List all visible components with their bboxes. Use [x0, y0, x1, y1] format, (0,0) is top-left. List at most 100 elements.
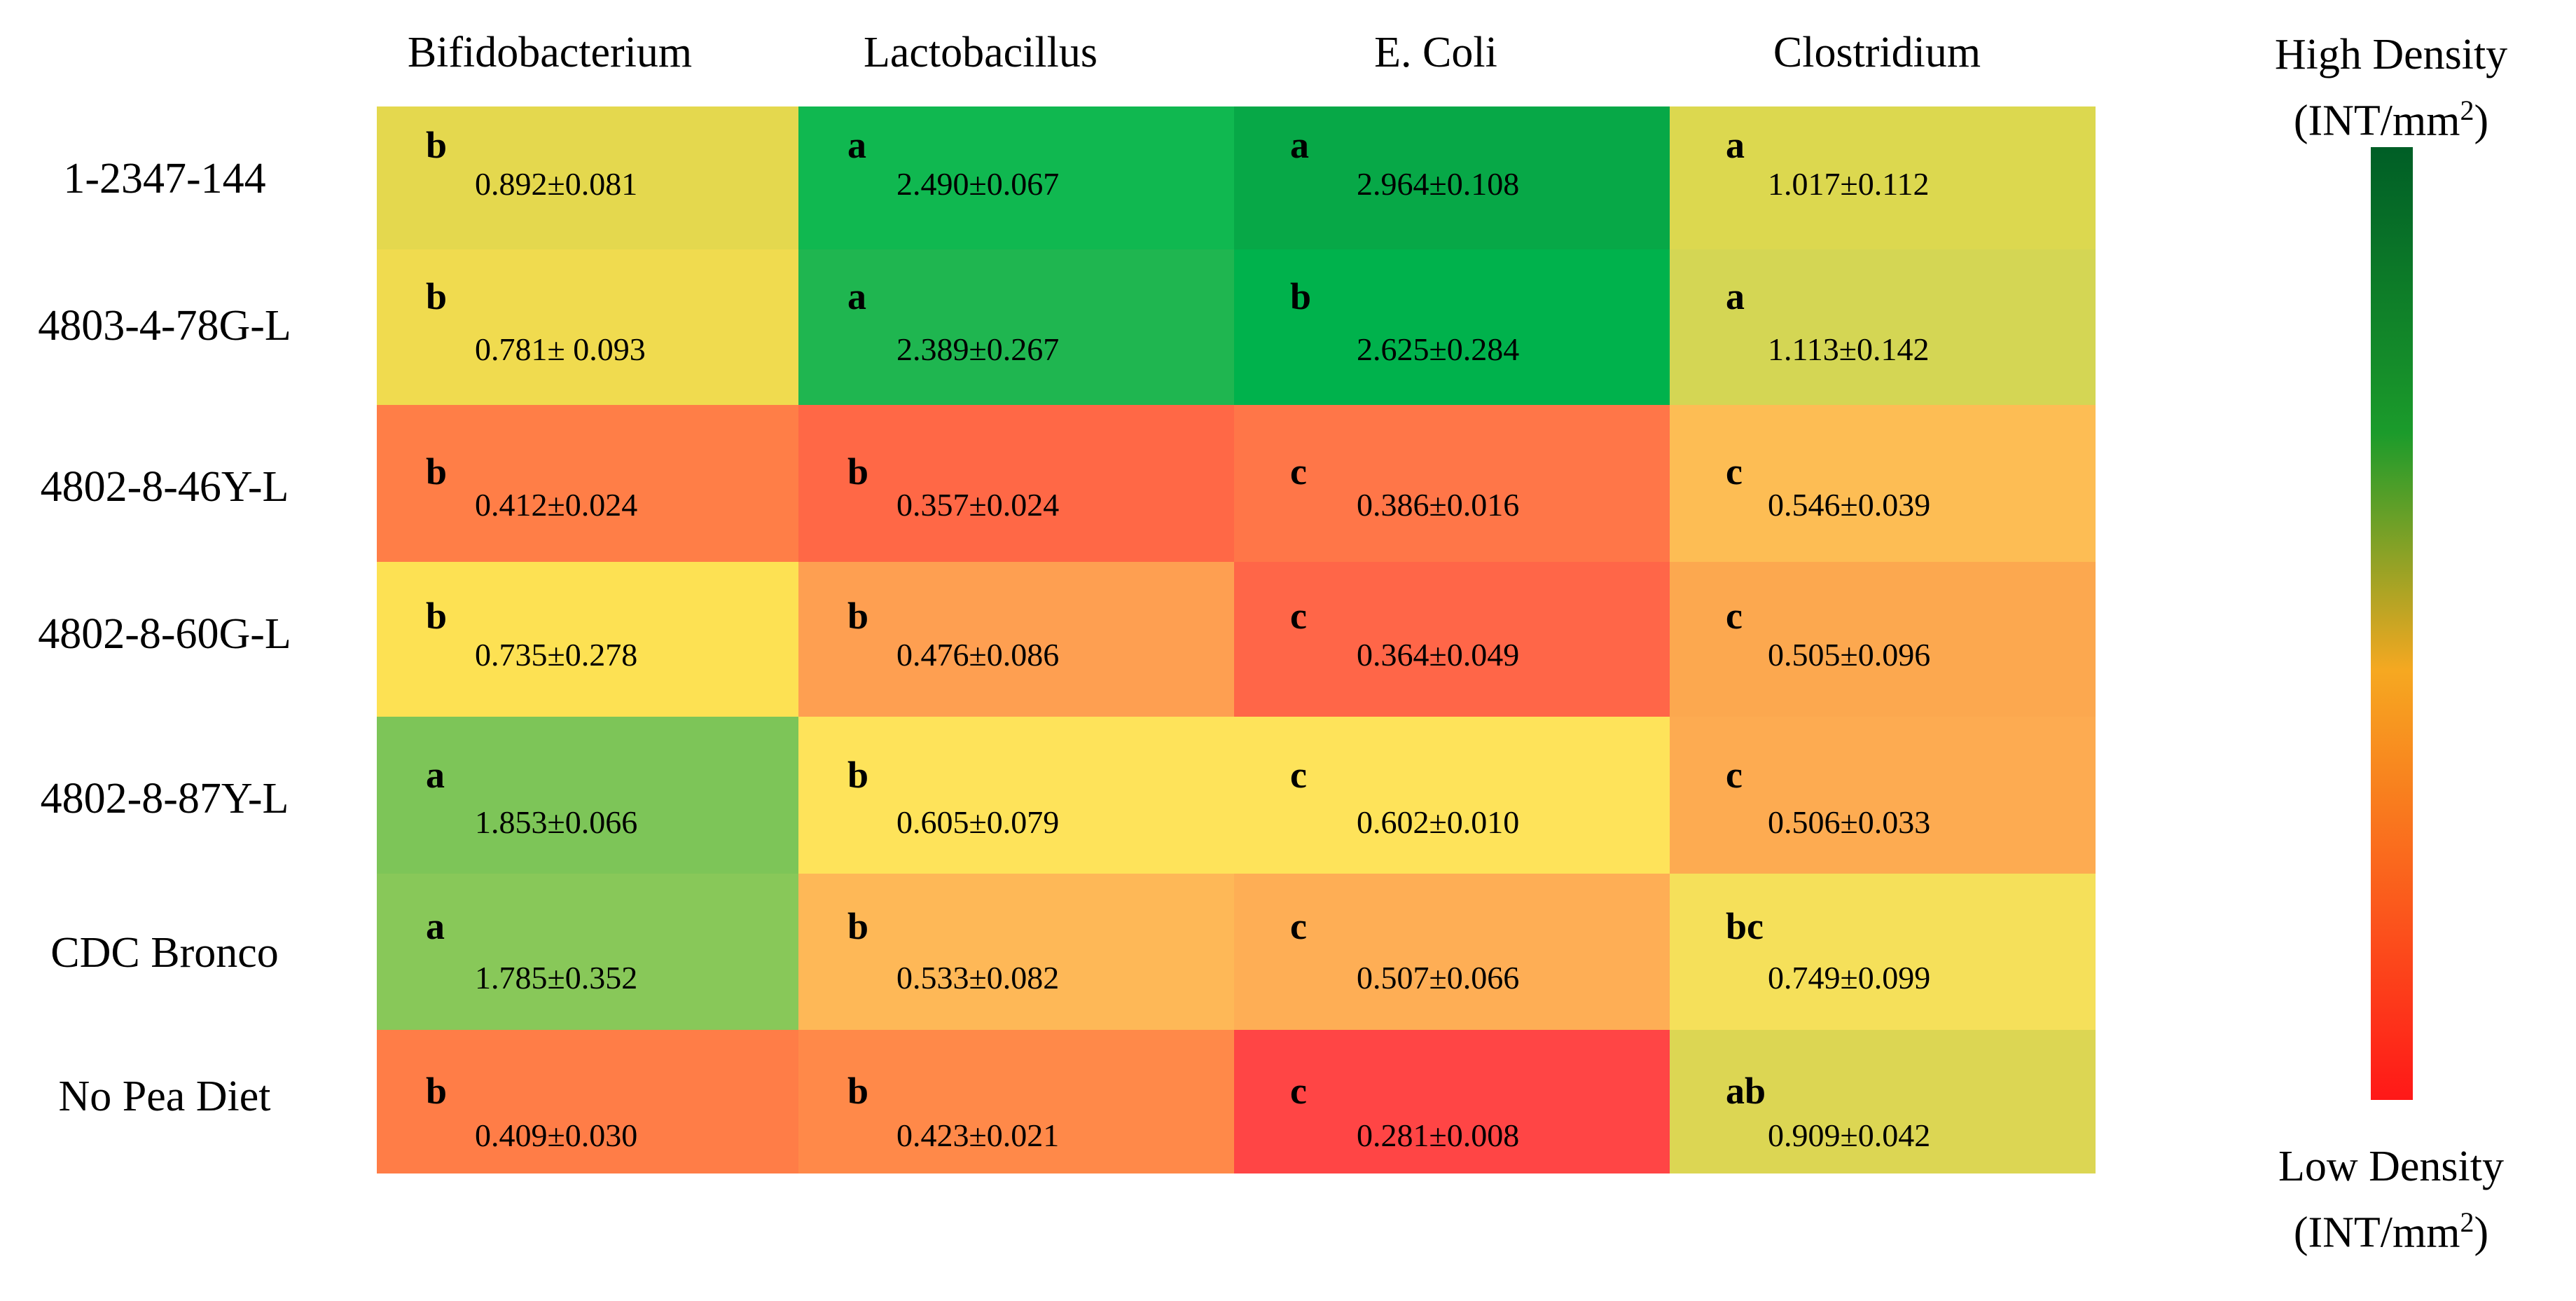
heatmap-cell-r5-c3: c 0.602±0.010	[1234, 717, 1670, 874]
cell-significance-letter: ab	[1726, 1070, 1766, 1112]
legend-low-label: Low Density (INT/mm2)	[2206, 1138, 2576, 1261]
density-color-scale	[2371, 147, 2413, 1100]
cell-significance-letter: c	[1726, 754, 1743, 796]
heatmap-cell-r1-c2: a 2.490±0.067	[798, 106, 1234, 249]
cell-density-value: 0.507±0.066	[1357, 960, 1520, 996]
heatmap-cell-r6-c2: b 0.533±0.082	[798, 874, 1234, 1030]
cell-density-value: 0.602±0.010	[1357, 804, 1520, 840]
cell-significance-letter: b	[847, 1070, 869, 1112]
heatmap-cell-r3-c3: c 0.386±0.016	[1234, 405, 1670, 562]
cell-significance-letter: bc	[1726, 905, 1764, 947]
cell-density-value: 2.490±0.067	[896, 166, 1060, 202]
cell-significance-letter: c	[1290, 754, 1307, 796]
cell-significance-letter: c	[1290, 450, 1307, 493]
cell-density-value: 0.412±0.024	[475, 487, 638, 523]
cell-significance-letter: b	[847, 754, 869, 796]
cell-density-value: 2.389±0.267	[896, 331, 1060, 367]
row-label-1-2347-144: 1-2347-144	[63, 155, 266, 202]
cell-significance-letter: a	[1290, 124, 1309, 166]
heatmap-cell-r5-c4: c 0.506±0.033	[1670, 717, 2096, 874]
heatmap-cell-r7-c3: c 0.281±0.008	[1234, 1030, 1670, 1173]
cell-density-value: 0.781± 0.093	[475, 331, 646, 367]
cell-density-value: 2.964±0.108	[1357, 166, 1520, 202]
cell-significance-letter: c	[1726, 595, 1743, 637]
cell-density-value: 0.357±0.024	[896, 487, 1060, 523]
heatmap-cell-r1-c3: a 2.964±0.108	[1234, 106, 1670, 249]
cell-density-value: 0.476±0.086	[896, 637, 1060, 673]
cell-density-value: 1.113±0.142	[1768, 331, 1930, 367]
cell-density-value: 0.749±0.099	[1768, 960, 1931, 996]
column-header-bifidobacterium: Bifidobacterium	[407, 29, 693, 76]
heatmap-cell-r6-c3: c 0.507±0.066	[1234, 874, 1670, 1030]
heatmap-cell-r4-c3: c 0.364±0.049	[1234, 562, 1670, 717]
heatmap-cell-r4-c4: c 0.505±0.096	[1670, 562, 2096, 717]
heatmap-cell-r3-c1: b 0.412±0.024	[377, 405, 798, 562]
legend-low-unit: (INT/mm2)	[2293, 1206, 2489, 1257]
heatmap-cell-r5-c1: a 1.853±0.066	[377, 717, 798, 874]
cell-significance-letter: b	[426, 275, 448, 317]
cell-significance-letter: a	[426, 905, 445, 947]
heatmap-cell-r2-c4: a 1.113±0.142	[1670, 249, 2096, 405]
cell-significance-letter: a	[1726, 275, 1745, 317]
cell-density-value: 1.853±0.066	[475, 804, 638, 840]
heatmap-cell-r7-c4: ab 0.909±0.042	[1670, 1030, 2096, 1173]
heatmap-cell-r4-c1: b 0.735±0.278	[377, 562, 798, 717]
cell-significance-letter: b	[426, 595, 448, 637]
heatmap-cell-r4-c2: b 0.476±0.086	[798, 562, 1234, 717]
legend-high-label: High Density (INT/mm2)	[2206, 27, 2576, 149]
heatmap-cell-r6-c1: a 1.785±0.352	[377, 874, 798, 1030]
cell-significance-letter: b	[426, 450, 448, 493]
cell-density-value: 0.505±0.096	[1768, 637, 1931, 673]
row-label-cdc-bronco: CDC Bronco	[50, 929, 279, 977]
cell-density-value: 0.892±0.081	[475, 166, 638, 202]
cell-significance-letter: c	[1290, 1070, 1307, 1112]
cell-significance-letter: b	[847, 595, 869, 637]
heatmap-cell-r2-c1: b 0.781± 0.093	[377, 249, 798, 405]
legend-high-text: High Density	[2274, 31, 2508, 78]
row-label-4802-8-46y-l: 4802-8-46Y-L	[40, 463, 289, 511]
cell-density-value: 0.909±0.042	[1768, 1117, 1931, 1153]
row-label-no-pea-diet: No Pea Diet	[58, 1073, 271, 1120]
cell-density-value: 0.281±0.008	[1357, 1117, 1520, 1153]
heatmap-cell-r2-c2: a 2.389±0.267	[798, 249, 1234, 405]
cell-density-value: 0.735±0.278	[475, 637, 638, 673]
legend-low-text: Low Density	[2278, 1143, 2505, 1190]
cell-density-value: 0.533±0.082	[896, 960, 1060, 996]
heatmap-cell-r6-c4: bc 0.749±0.099	[1670, 874, 2096, 1030]
heatmap-cell-r1-c4: a 1.017±0.112	[1670, 106, 2096, 249]
cell-significance-letter: a	[426, 754, 445, 796]
row-label-4802-8-60g-l: 4802-8-60G-L	[38, 610, 291, 658]
cell-significance-letter: c	[1726, 450, 1743, 493]
heatmap-cell-r5-c2: b 0.605±0.079	[798, 717, 1234, 874]
cell-significance-letter: b	[1290, 275, 1312, 317]
cell-significance-letter: a	[847, 124, 866, 166]
heatmap-cell-r7-c2: b 0.423±0.021	[798, 1030, 1234, 1173]
cell-density-value: 1.785±0.352	[475, 960, 638, 996]
heatmap-cell-r7-c1: b 0.409±0.030	[377, 1030, 798, 1173]
row-label-4802-8-87y-l: 4802-8-87Y-L	[40, 775, 289, 822]
heatmap-cell-r3-c2: b 0.357±0.024	[798, 405, 1234, 562]
cell-density-value: 0.364±0.049	[1357, 637, 1520, 673]
cell-significance-letter: b	[847, 905, 869, 947]
cell-significance-letter: a	[847, 275, 866, 317]
legend-high-unit: (INT/mm2)	[2293, 95, 2489, 145]
cell-density-value: 0.605±0.079	[896, 804, 1060, 840]
cell-density-value: 2.625±0.284	[1357, 331, 1520, 367]
cell-significance-letter: a	[1726, 124, 1745, 166]
column-header-e-coli: E. Coli	[1374, 29, 1497, 76]
heatmap-cell-r1-c1: b 0.892±0.081	[377, 106, 798, 249]
cell-significance-letter: b	[847, 450, 869, 493]
cell-density-value: 0.386±0.016	[1357, 487, 1520, 523]
cell-significance-letter: b	[426, 1070, 448, 1112]
column-header-lactobacillus: Lactobacillus	[864, 29, 1097, 76]
cell-density-value: 1.017±0.112	[1768, 166, 1930, 202]
cell-density-value: 0.423±0.021	[896, 1117, 1060, 1153]
cell-significance-letter: c	[1290, 595, 1307, 637]
cell-significance-letter: b	[426, 124, 448, 166]
row-label-4803-4-78g-l: 4803-4-78G-L	[38, 302, 291, 350]
heatmap-cell-r3-c4: c 0.546±0.039	[1670, 405, 2096, 562]
heatmap-cell-r2-c3: b 2.625±0.284	[1234, 249, 1670, 405]
cell-significance-letter: c	[1290, 905, 1307, 947]
cell-density-value: 0.506±0.033	[1768, 804, 1931, 840]
